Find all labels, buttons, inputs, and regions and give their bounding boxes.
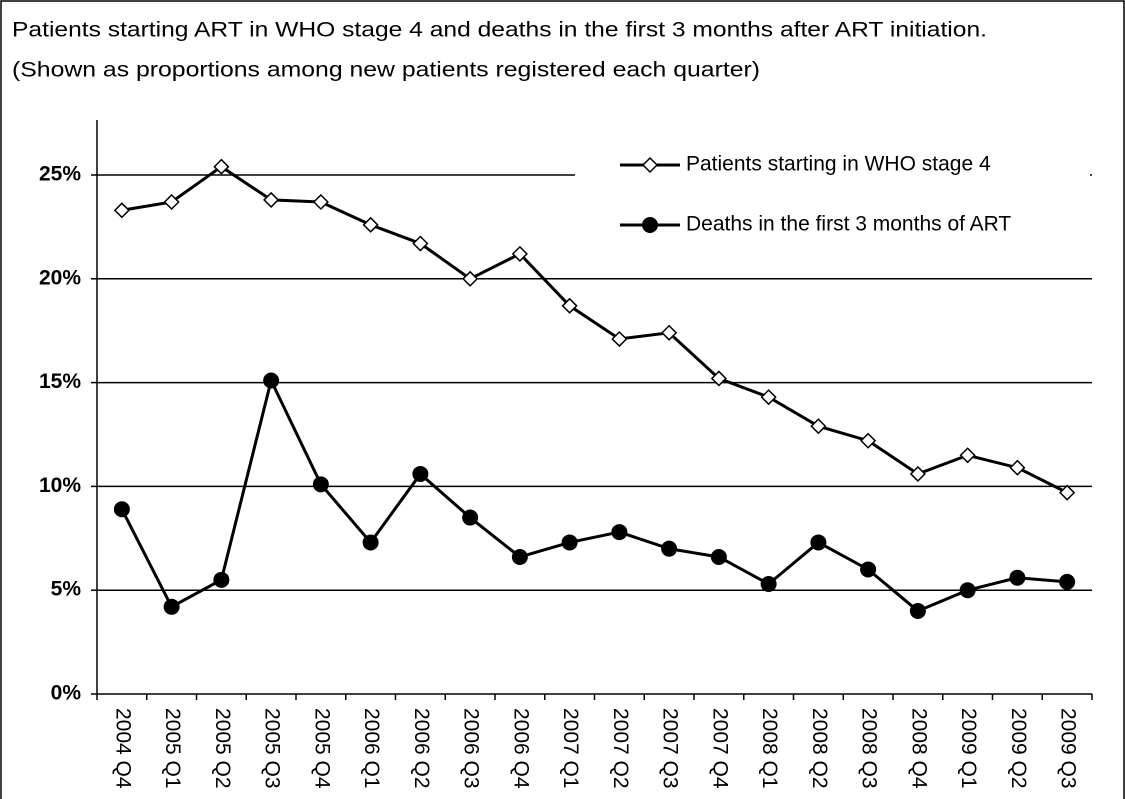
point (412, 465, 429, 482)
point (163, 598, 180, 615)
series-line (121, 164, 1068, 494)
point (710, 370, 727, 387)
y-tick-label: 0% (51, 682, 82, 705)
point (312, 476, 329, 493)
x-tick-label: 2008 Q2 (808, 708, 831, 789)
point (760, 389, 777, 406)
point (959, 582, 976, 599)
x-tick-label: 2006 Q3 (460, 708, 483, 789)
point (909, 465, 926, 483)
point (642, 217, 658, 233)
point (163, 193, 180, 211)
x-tick-label: 2007 Q4 (708, 708, 731, 789)
x-tick-label: 2009 Q1 (957, 708, 980, 789)
chart-subtitle: (Shown as proportions among new patients… (12, 59, 760, 82)
point (263, 372, 280, 389)
legend-label: Patients starting in WHO stage 4 (686, 153, 991, 176)
point (263, 191, 280, 208)
point (810, 418, 827, 435)
y-tick-label: 15% (39, 370, 81, 393)
point (511, 245, 528, 262)
point (312, 193, 329, 211)
legend-label: Deaths in the first 3 months of ART (686, 213, 1011, 236)
x-tick-label: 2008 Q1 (758, 708, 781, 789)
point (959, 447, 976, 464)
point (462, 509, 479, 526)
point (710, 548, 727, 565)
point (641, 156, 659, 174)
point (213, 158, 230, 175)
x-tick-label: 2006 Q1 (360, 708, 383, 789)
series-line (120, 376, 1068, 613)
point (1009, 459, 1026, 476)
point (561, 534, 578, 551)
point (860, 432, 877, 449)
point (462, 270, 479, 287)
point (661, 324, 678, 341)
point (362, 216, 379, 233)
point (1059, 484, 1076, 501)
y-tick-label: 25% (39, 163, 81, 186)
x-tick-label: 2006 Q2 (410, 708, 433, 789)
y-tick-label: 10% (39, 474, 81, 497)
point (860, 561, 877, 578)
point (113, 202, 130, 219)
point (909, 602, 926, 619)
x-tick-label: 2009 Q3 (1057, 708, 1080, 789)
x-tick-label: 2005 Q2 (211, 708, 234, 789)
x-tick-label: 2005 Q3 (261, 708, 284, 789)
x-tick-label: 2008 Q4 (907, 708, 930, 789)
x-tick-label: 2005 Q1 (161, 708, 184, 789)
x-tick-label: 2006 Q4 (509, 708, 532, 789)
point (611, 524, 628, 541)
x-tick-label: 2007 Q1 (559, 708, 582, 789)
y-tick-label: 20% (39, 266, 81, 289)
point (661, 540, 678, 557)
point (611, 330, 628, 348)
point (113, 501, 130, 518)
point (213, 571, 230, 588)
x-tick-label: 2007 Q3 (659, 708, 682, 789)
chart-title: Patients starting ART in WHO stage 4 and… (12, 19, 987, 42)
y-tick-label: 5% (51, 578, 82, 601)
point (362, 534, 379, 551)
x-tick-label: 2008 Q3 (858, 708, 881, 789)
point (760, 575, 777, 592)
x-tick-label: 2004 Q4 (111, 708, 134, 789)
point (1009, 569, 1026, 586)
point (1059, 573, 1076, 590)
x-tick-label: 2005 Q4 (310, 708, 333, 789)
x-tick-label: 2007 Q2 (609, 708, 632, 789)
legend-background (575, 140, 1090, 255)
x-tick-label: 2009 Q2 (1007, 708, 1030, 789)
point (412, 235, 429, 252)
point (561, 297, 578, 314)
point (810, 534, 827, 551)
point (511, 548, 528, 565)
